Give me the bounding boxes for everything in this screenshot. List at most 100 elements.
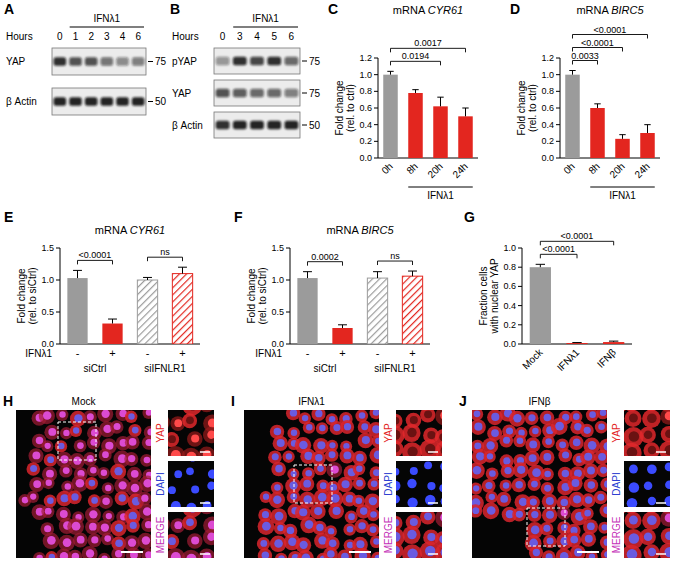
y-tick: [556, 158, 560, 159]
x-tick-label: +: [409, 347, 415, 359]
cell: [402, 544, 422, 558]
cell: [594, 491, 607, 504]
p-value: ns: [160, 247, 170, 257]
cell: [625, 512, 642, 529]
cell: [527, 508, 541, 522]
nucleus: [474, 423, 482, 431]
nucleus: [396, 444, 400, 452]
cell: [486, 467, 499, 480]
nucleus: [91, 536, 98, 543]
nucleus: [562, 470, 569, 477]
cell: [482, 503, 499, 520]
nucleus: [305, 520, 314, 529]
group-label: siIFNLR1: [374, 363, 416, 374]
nucleus: [63, 467, 70, 474]
bar-chart-panel: FmRNA BIRC50.00.51.01.5Fold change(rel. …: [234, 209, 430, 374]
cell: [199, 512, 214, 514]
cell: [39, 410, 55, 424]
y-tick: [286, 312, 290, 313]
inset: [168, 410, 214, 456]
cell: [187, 533, 203, 549]
x-tick-label: -: [146, 347, 150, 359]
cell: [472, 462, 485, 478]
y-tick-label: 0.6: [503, 281, 516, 291]
nucleus: [648, 497, 656, 505]
x-tick-label: 0h: [561, 161, 577, 177]
cell: [642, 512, 661, 530]
nucleus: [573, 439, 581, 447]
western-blot-panel: BHours03456IFNλ1pYAP75YAP75β Actin50: [170, 1, 321, 138]
cell: [343, 523, 355, 535]
nucleus: [410, 518, 418, 526]
marks: [530, 264, 625, 344]
scale-bar: [200, 451, 210, 453]
band: [267, 57, 281, 65]
nucleus: [629, 414, 638, 423]
x-tick-label: 24h: [632, 161, 652, 181]
cell: [513, 462, 529, 478]
nucleus: [30, 493, 36, 499]
marker-label: 50: [155, 96, 167, 107]
nucleus: [396, 481, 400, 491]
nucleus: [573, 495, 581, 503]
y-tick-label: 0.8: [541, 86, 554, 96]
scale-bar: [656, 451, 666, 453]
band: [233, 89, 247, 97]
nucleus: [316, 524, 323, 531]
cell: [371, 552, 379, 558]
x-tick-label: 8h: [586, 161, 602, 177]
cell: [310, 504, 326, 520]
nucleus: [407, 498, 417, 507]
nucleus: [629, 465, 638, 474]
cell: [420, 512, 435, 524]
y-tick-label: 0.0: [503, 339, 516, 349]
y-tick: [518, 324, 522, 325]
nucleus: [186, 416, 194, 424]
nucleus: [396, 546, 400, 554]
p-value: 0.0194: [402, 51, 430, 61]
nucleus: [665, 463, 670, 472]
cell: [97, 410, 113, 422]
scale-bar: [428, 553, 438, 555]
figure: CmRNA CYR610.00.20.40.60.81.01.2Fold cha…: [0, 0, 692, 563]
nucleus: [529, 440, 537, 448]
nucleus: [500, 495, 508, 503]
nucleus: [543, 453, 551, 461]
nucleus: [587, 467, 595, 475]
nucleus: [629, 533, 639, 543]
marker-label: 50: [309, 120, 321, 131]
cell: [525, 451, 540, 466]
cell: [626, 456, 643, 457]
band: [267, 89, 281, 97]
nucleus: [358, 522, 365, 529]
nucleus: [440, 411, 442, 421]
scale-bar: [428, 502, 438, 504]
nucleus: [286, 453, 292, 459]
bar: [590, 108, 605, 158]
band: [250, 121, 264, 129]
nucleus: [186, 452, 196, 456]
panel-letter: H: [3, 393, 13, 409]
nucleus: [600, 467, 607, 474]
cell: [484, 451, 496, 463]
channel-label: DAPI: [155, 472, 166, 495]
nucleus: [474, 443, 481, 450]
y-tick-label: 0.4: [503, 301, 516, 311]
nucleus: [664, 547, 670, 557]
cell: [420, 410, 435, 422]
cell: [528, 478, 541, 491]
cell: [435, 410, 442, 426]
p-value: <0.0001: [561, 231, 594, 241]
nucleus: [131, 484, 140, 493]
nucleus: [546, 553, 553, 558]
nucleus: [441, 445, 442, 456]
nucleus: [647, 515, 657, 525]
cell: [580, 424, 594, 438]
nucleus: [87, 413, 94, 420]
image-title: IFNλ1: [298, 396, 325, 407]
nucleus: [487, 453, 493, 459]
nucleus: [410, 416, 418, 424]
nucleus: [604, 442, 607, 451]
nucleus: [47, 456, 54, 463]
nucleus: [86, 549, 94, 557]
